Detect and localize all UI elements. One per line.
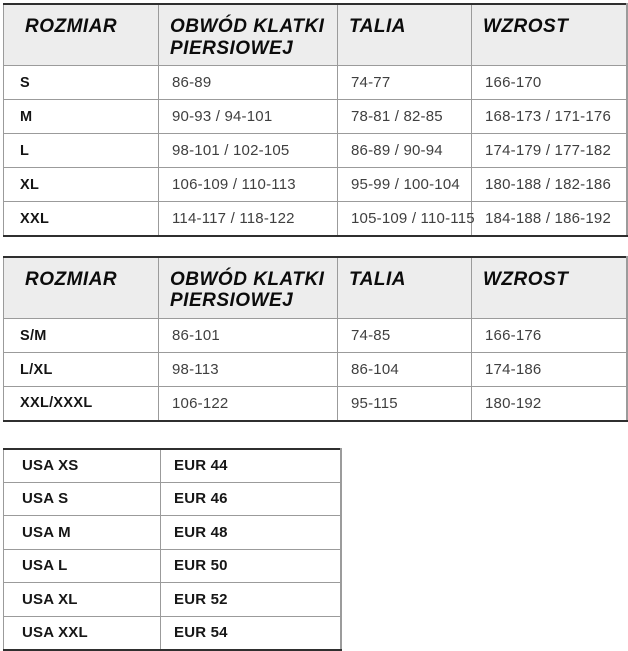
height-value: 174-179 / 177-182 [471,133,627,169]
eur-size: EUR 50 [160,548,341,584]
height-value: 180-192 [471,386,627,422]
header-chest: OBWÓD KLATKI PIERSIOWEJ [158,256,338,320]
table-header-row: ROZMIAR OBWÓD KLATKI PIERSIOWEJ TALIA WZ… [3,3,627,67]
table-header-row: ROZMIAR OBWÓD KLATKI PIERSIOWEJ TALIA WZ… [3,256,627,320]
size-label: L [3,133,159,169]
table-row: USA XXL EUR 54 [3,615,341,651]
detailed-size-table: ROZMIAR OBWÓD KLATKI PIERSIOWEJ TALIA WZ… [3,3,628,237]
table-row: L 98-101 / 102-105 86-89 / 90-94 174-179… [3,133,627,169]
table-row: USA L EUR 50 [3,548,341,584]
table-row: M 90-93 / 94-101 78-81 / 82-85 168-173 /… [3,99,627,135]
height-value: 180-188 / 182-186 [471,167,627,203]
height-value: 184-188 / 186-192 [471,201,627,237]
size-label: S [3,65,159,101]
waist-value: 95-99 / 100-104 [337,167,472,203]
waist-value: 74-85 [337,318,472,354]
chest-value: 98-101 / 102-105 [158,133,338,169]
eur-size: EUR 54 [160,615,341,651]
size-label: XXL/XXXL [3,386,159,422]
height-value: 174-186 [471,352,627,388]
usa-size: USA S [3,481,161,517]
height-value: 166-176 [471,318,627,354]
chest-value: 90-93 / 94-101 [158,99,338,135]
chest-value: 106-109 / 110-113 [158,167,338,203]
header-rozmiar: ROZMIAR [3,256,159,320]
height-value: 168-173 / 171-176 [471,99,627,135]
waist-value: 78-81 / 82-85 [337,99,472,135]
header-height: WZROST [471,256,627,320]
header-waist: TALIA [337,256,472,320]
table-row: USA XS EUR 44 [3,448,341,483]
combined-size-table: ROZMIAR OBWÓD KLATKI PIERSIOWEJ TALIA WZ… [3,255,628,422]
waist-value: 86-104 [337,352,472,388]
size-label: M [3,99,159,135]
eur-size: EUR 46 [160,481,341,517]
waist-value: 86-89 / 90-94 [337,133,472,169]
height-value: 166-170 [471,65,627,101]
usa-size: USA XXL [3,615,161,651]
table-row: XL 106-109 / 110-113 95-99 / 100-104 180… [3,167,627,203]
waist-value: 74-77 [337,65,472,101]
chest-value: 114-117 / 118-122 [158,201,338,237]
chest-value: 86-89 [158,65,338,101]
table-row: XXL/XXXL 106-122 95-115 180-192 [3,386,627,422]
size-label: S/M [3,318,159,354]
size-label: XL [3,167,159,203]
eur-size: EUR 48 [160,515,341,550]
header-rozmiar: ROZMIAR [3,3,159,67]
usa-size: USA L [3,548,161,584]
usa-size: USA M [3,515,161,550]
usa-eur-conversion-table: USA XS EUR 44 USA S EUR 46 USA M EUR 48 … [3,447,342,651]
table-row: S/M 86-101 74-85 166-176 [3,318,627,354]
usa-size: USA XL [3,582,161,617]
eur-size: EUR 44 [160,448,341,483]
waist-value: 105-109 / 110-115 [337,201,475,237]
header-chest: OBWÓD KLATKI PIERSIOWEJ [158,3,338,67]
usa-size: USA XS [3,448,161,483]
table-row: XXL 114-117 / 118-122 105-109 / 110-115 … [3,201,627,237]
table-row: USA M EUR 48 [3,515,341,550]
table-row: S 86-89 74-77 166-170 [3,65,627,101]
chest-value: 98-113 [158,352,338,388]
eur-size: EUR 52 [160,582,341,617]
size-label: L/XL [3,352,159,388]
header-waist: TALIA [337,3,472,67]
table-row: USA XL EUR 52 [3,582,341,617]
waist-value: 95-115 [337,386,472,422]
header-height: WZROST [471,3,627,67]
size-label: XXL [3,201,159,237]
table-row: L/XL 98-113 86-104 174-186 [3,352,627,388]
table-row: USA S EUR 46 [3,481,341,517]
chest-value: 86-101 [158,318,338,354]
chest-value: 106-122 [158,386,338,422]
